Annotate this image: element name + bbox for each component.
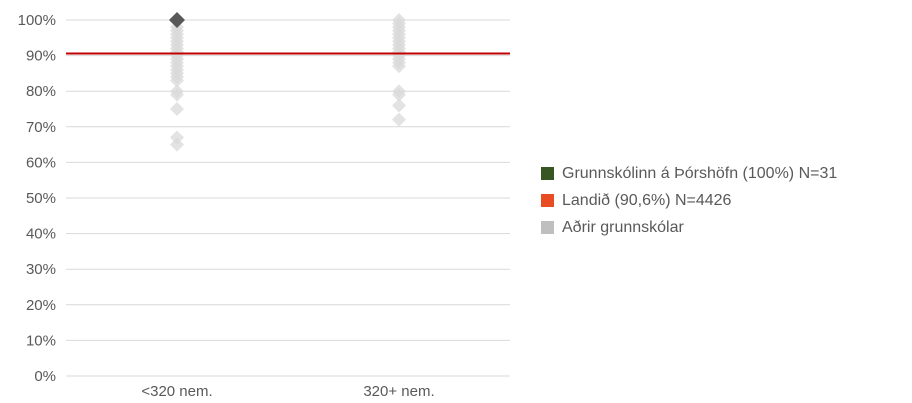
- y-axis-tick-labels: 0% 10% 20% 30% 40% 50% 60% 70% 80% 90% 100%: [18, 12, 56, 385]
- y-tick-label: 100%: [18, 12, 56, 29]
- data-point-other-school: [392, 98, 406, 112]
- y-tick-label: 20%: [26, 297, 56, 314]
- y-tick-label: 30%: [26, 261, 56, 278]
- y-tick-label: 50%: [26, 190, 56, 207]
- legend-label-national: Landið (90,6%) N=4426: [562, 192, 731, 210]
- data-point-other-school: [392, 113, 406, 127]
- legend-label-school: Grunnskólinn á Þórshöfn (100%) N=31: [562, 165, 837, 183]
- data-point-other-school: [170, 138, 184, 152]
- x-axis-tick-labels: <320 nem. 320+ nem.: [141, 383, 434, 400]
- y-tick-label: 40%: [26, 226, 56, 243]
- data-points: [170, 13, 406, 152]
- y-tick-label: 90%: [26, 48, 56, 65]
- legend-label-other-schools: Aðrir grunnskólar: [562, 219, 684, 237]
- data-point-other-school: [170, 102, 184, 116]
- x-tick-label: <320 nem.: [141, 383, 212, 400]
- legend: Grunnskólinn á Þórshöfn (100%) N=31 Land…: [541, 160, 837, 241]
- legend-swatch-national: [541, 194, 554, 207]
- legend-swatch-other-schools: [541, 221, 554, 234]
- highlight-point-layer: [169, 12, 185, 28]
- y-tick-label: 70%: [26, 119, 56, 136]
- legend-item-school: Grunnskólinn á Þórshöfn (100%) N=31: [541, 160, 837, 187]
- y-tick-label: 80%: [26, 83, 56, 100]
- x-tick-label: 320+ nem.: [363, 383, 434, 400]
- legend-item-national: Landið (90,6%) N=4426: [541, 187, 837, 214]
- y-tick-label: 10%: [26, 332, 56, 349]
- legend-item-other-schools: Aðrir grunnskólar: [541, 214, 837, 241]
- legend-swatch-school: [541, 167, 554, 180]
- y-tick-label: 60%: [26, 154, 56, 171]
- gridlines: [66, 20, 510, 376]
- data-point-school: [169, 12, 185, 28]
- y-tick-label: 0%: [34, 368, 56, 385]
